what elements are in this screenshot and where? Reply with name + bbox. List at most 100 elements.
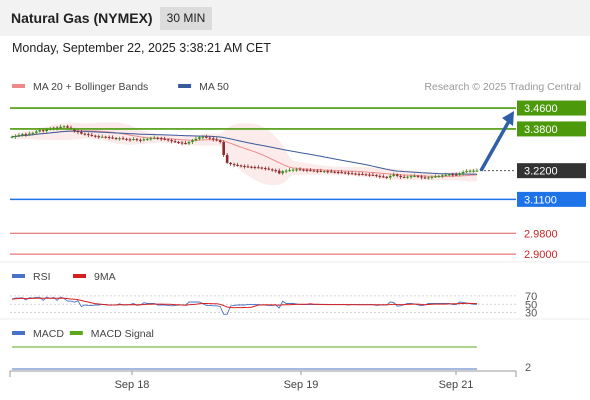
legend-swatch (73, 274, 86, 278)
candle-body (326, 171, 330, 173)
candle-body (34, 131, 38, 133)
candle-body (80, 132, 83, 134)
candle-body (329, 171, 333, 173)
candle-body (24, 134, 28, 136)
candle-body (382, 176, 385, 178)
candle-body (316, 170, 319, 172)
candle-body (191, 140, 194, 142)
macd-tick-label: 2 (525, 362, 531, 374)
candle-body (288, 170, 291, 172)
candle-body (87, 134, 90, 136)
candle-body (454, 174, 458, 176)
candle-body (243, 165, 246, 167)
candle-body (295, 169, 298, 171)
candle-body (323, 171, 326, 173)
candle-body (180, 142, 184, 144)
instrument-title: Natural Gas (NYMEX) (11, 10, 153, 26)
candle-body (166, 139, 170, 141)
candle-body (146, 138, 149, 140)
candle-body (392, 174, 396, 176)
legend-label: MA 50 (199, 81, 229, 93)
candle-body (218, 140, 222, 142)
candle-body (312, 170, 316, 172)
candle-body (100, 136, 104, 138)
candle-body (402, 176, 406, 178)
candle-body (31, 132, 35, 134)
candle-body (406, 176, 409, 178)
candle-body (291, 169, 295, 171)
candle-body (420, 176, 423, 178)
candle-body (55, 127, 59, 129)
candle-body (395, 174, 399, 176)
candle-body (66, 126, 69, 128)
legend-swatch (12, 274, 25, 278)
watermark: Research © 2025 Trading Central (424, 81, 581, 93)
candle-body (76, 131, 80, 133)
rsi-tick-label: 30 (525, 308, 537, 320)
candle-body (361, 174, 364, 176)
candle-body (152, 137, 156, 139)
candle-body (211, 138, 215, 140)
rsi-tick-label: 70 (525, 291, 537, 303)
candle-body (451, 174, 455, 176)
candle-body (132, 139, 135, 141)
candle-body (264, 168, 267, 170)
candle-body (128, 139, 132, 141)
candle-body (399, 175, 402, 177)
candle-body (41, 130, 45, 132)
candle-body (416, 175, 420, 177)
candle-body (378, 175, 382, 177)
candle-body (184, 143, 187, 145)
candle-body (93, 135, 97, 137)
candle-body (343, 172, 347, 174)
candle-body (17, 135, 21, 137)
candle-body (350, 173, 354, 175)
candle-body (173, 141, 177, 143)
level-label: 2.9000 (524, 249, 558, 261)
candle-body (198, 137, 201, 139)
candle-body (302, 169, 305, 171)
candle-body (225, 155, 229, 163)
candle-body (354, 173, 357, 175)
candle-body (440, 175, 444, 177)
candle-body (475, 170, 479, 172)
candle-body (177, 141, 180, 143)
candle-body (437, 175, 441, 177)
candle-body (427, 177, 430, 179)
candle-body (205, 136, 208, 138)
candle-body (45, 129, 49, 132)
legend-label: RSI (33, 271, 51, 283)
candle-body (21, 134, 24, 136)
legend-swatch (178, 84, 192, 88)
candle-body (260, 167, 264, 169)
candle-body (201, 136, 205, 138)
candle-body (208, 137, 212, 139)
candle-body (250, 166, 253, 168)
legend-swatch (12, 331, 25, 335)
candle-body (107, 137, 111, 139)
level-tag (517, 191, 586, 207)
legend-label: 9MA (94, 271, 116, 283)
candle-body (135, 139, 139, 141)
x-tick-label: Sep 19 (284, 379, 319, 391)
level-tag (517, 121, 586, 137)
legend-swatch (12, 84, 25, 88)
candle-body (409, 176, 413, 178)
level-label: 3.2200 (524, 166, 558, 178)
rsi-line (11, 296, 477, 315)
candle-body (232, 164, 236, 166)
candle-body (284, 170, 288, 172)
candle-body (357, 173, 361, 175)
timeframe-button[interactable]: 30 MIN (160, 7, 212, 30)
candle-body (38, 130, 42, 132)
forecast-arrow-head (502, 111, 514, 127)
candle-body (253, 167, 257, 169)
candle-body (468, 170, 472, 172)
level-tag (517, 163, 586, 179)
candle-body (90, 134, 94, 136)
candle-body (239, 165, 243, 167)
candle-body (121, 138, 125, 140)
candle-body (388, 175, 392, 178)
candle-body (125, 138, 128, 140)
